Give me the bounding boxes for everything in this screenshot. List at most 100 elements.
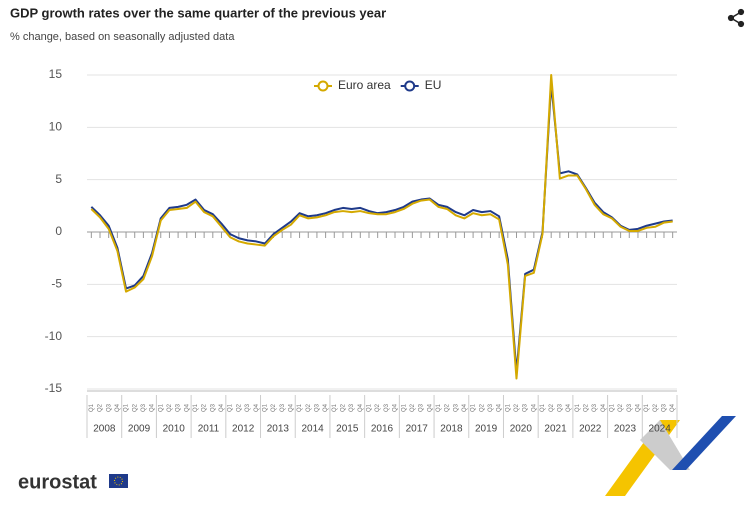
year-label: 2015 (336, 424, 359, 435)
x-tick-label: Q2 (653, 403, 659, 412)
x-tick-label: Q2 (132, 403, 138, 412)
x-tick-label: Q4 (288, 403, 294, 412)
year-label: 2017 (406, 424, 429, 435)
x-tick-label: Q4 (670, 403, 676, 412)
chart-title: GDP growth rates over the same quarter o… (10, 5, 386, 20)
x-tick-label: Q2 (549, 403, 555, 412)
y-tick-label: 10 (49, 120, 63, 134)
x-tick-label: Q1 (262, 403, 268, 412)
x-tick-label: Q2 (375, 403, 381, 412)
x-tick-label: Q1 (124, 403, 130, 412)
y-tick-label: -5 (51, 277, 62, 291)
x-tick-label: Q4 (393, 403, 399, 412)
year-label: 2011 (198, 424, 220, 435)
x-tick-label: Q2 (98, 403, 104, 412)
x-tick-label: Q4 (636, 403, 642, 412)
year-label: 2013 (267, 424, 290, 435)
x-tick-label: Q2 (341, 403, 347, 412)
x-tick-label: Q4 (497, 403, 503, 412)
x-tick-label: Q3 (488, 403, 494, 412)
x-tick-label: Q1 (644, 403, 650, 412)
y-tick-label: 5 (55, 172, 62, 186)
x-tick-label: Q3 (384, 403, 390, 412)
x-tick-label: Q1 (471, 403, 477, 412)
x-tick-label: Q1 (436, 403, 442, 412)
x-tick-label: Q3 (106, 403, 112, 412)
x-tick-label: Q4 (184, 403, 190, 412)
x-tick-label: Q4 (566, 403, 572, 412)
year-label: 2024 (649, 424, 672, 435)
x-tick-label: Q3 (141, 403, 147, 412)
x-tick-label: Q2 (618, 403, 624, 412)
y-tick-label: -15 (45, 381, 63, 395)
x-tick-label: Q1 (228, 403, 234, 412)
x-tick-label: Q4 (115, 403, 121, 412)
x-tick-label: Q2 (306, 403, 312, 412)
series-line (90, 74, 673, 380)
series-line (90, 82, 673, 374)
x-tick-label: Q2 (410, 403, 416, 412)
x-tick-label: Q2 (167, 403, 173, 412)
year-label: 2010 (163, 424, 186, 435)
x-tick-label: Q1 (193, 403, 199, 412)
year-label: 2022 (579, 424, 602, 435)
x-tick-label: Q1 (610, 403, 616, 412)
x-tick-label: Q1 (575, 403, 581, 412)
x-tick-label: Q3 (627, 403, 633, 412)
x-tick-label: Q4 (254, 403, 260, 412)
x-tick-label: Q3 (210, 403, 216, 412)
x-tick-label: Q3 (315, 403, 321, 412)
logo-text: eurostat (18, 471, 97, 493)
decoration (605, 416, 736, 496)
legend-marker (317, 80, 329, 92)
x-tick-label: Q4 (531, 403, 537, 412)
x-tick-label: Q1 (540, 403, 546, 412)
x-tick-label: Q2 (514, 403, 520, 412)
x-tick-label: Q3 (419, 403, 425, 412)
chart-subtitle: % change, based on seasonally adjusted d… (10, 31, 235, 43)
year-label: 2021 (544, 424, 567, 435)
x-tick-label: Q2 (583, 403, 589, 412)
x-tick-label: Q3 (176, 403, 182, 412)
x-tick-label: Q4 (219, 403, 225, 412)
legend-marker (404, 80, 416, 92)
x-tick-label: Q1 (332, 403, 338, 412)
x-tick-label: Q4 (323, 403, 329, 412)
year-label: 2008 (93, 424, 116, 435)
y-tick-label: 15 (49, 67, 63, 81)
year-label: 2014 (301, 424, 324, 435)
year-label: 2016 (371, 424, 394, 435)
x-tick-label: Q4 (427, 403, 433, 412)
x-tick-label: Q4 (358, 403, 364, 412)
x-tick-label: Q2 (202, 403, 208, 412)
legend-label: Euro area (338, 78, 391, 92)
x-tick-label: Q1 (158, 403, 164, 412)
y-tick-label: -10 (45, 329, 63, 343)
x-tick-label: Q3 (453, 403, 459, 412)
eu-flag (109, 474, 128, 488)
year-label: 2023 (614, 424, 637, 435)
x-tick-label: Q2 (236, 403, 242, 412)
x-tick-label: Q1 (89, 403, 95, 412)
x-tick-label: Q4 (462, 403, 468, 412)
x-tick-label: Q2 (479, 403, 485, 412)
year-label: 2019 (475, 424, 498, 435)
x-tick-label: Q3 (245, 403, 251, 412)
x-tick-label: Q4 (150, 403, 156, 412)
x-tick-label: Q4 (601, 403, 607, 412)
year-label: 2009 (128, 424, 151, 435)
x-tick-label: Q3 (280, 403, 286, 412)
x-tick-label: Q2 (271, 403, 277, 412)
x-tick-label: Q3 (523, 403, 529, 412)
year-label: 2020 (510, 424, 533, 435)
x-tick-label: Q3 (349, 403, 355, 412)
x-tick-label: Q3 (592, 403, 598, 412)
x-tick-label: Q3 (557, 403, 563, 412)
x-tick-label: Q1 (505, 403, 511, 412)
x-tick-label: Q1 (367, 403, 373, 412)
share-icon[interactable] (727, 8, 745, 28)
x-tick-label: Q3 (662, 403, 668, 412)
year-label: 2018 (440, 424, 463, 435)
year-label: 2012 (232, 424, 255, 435)
